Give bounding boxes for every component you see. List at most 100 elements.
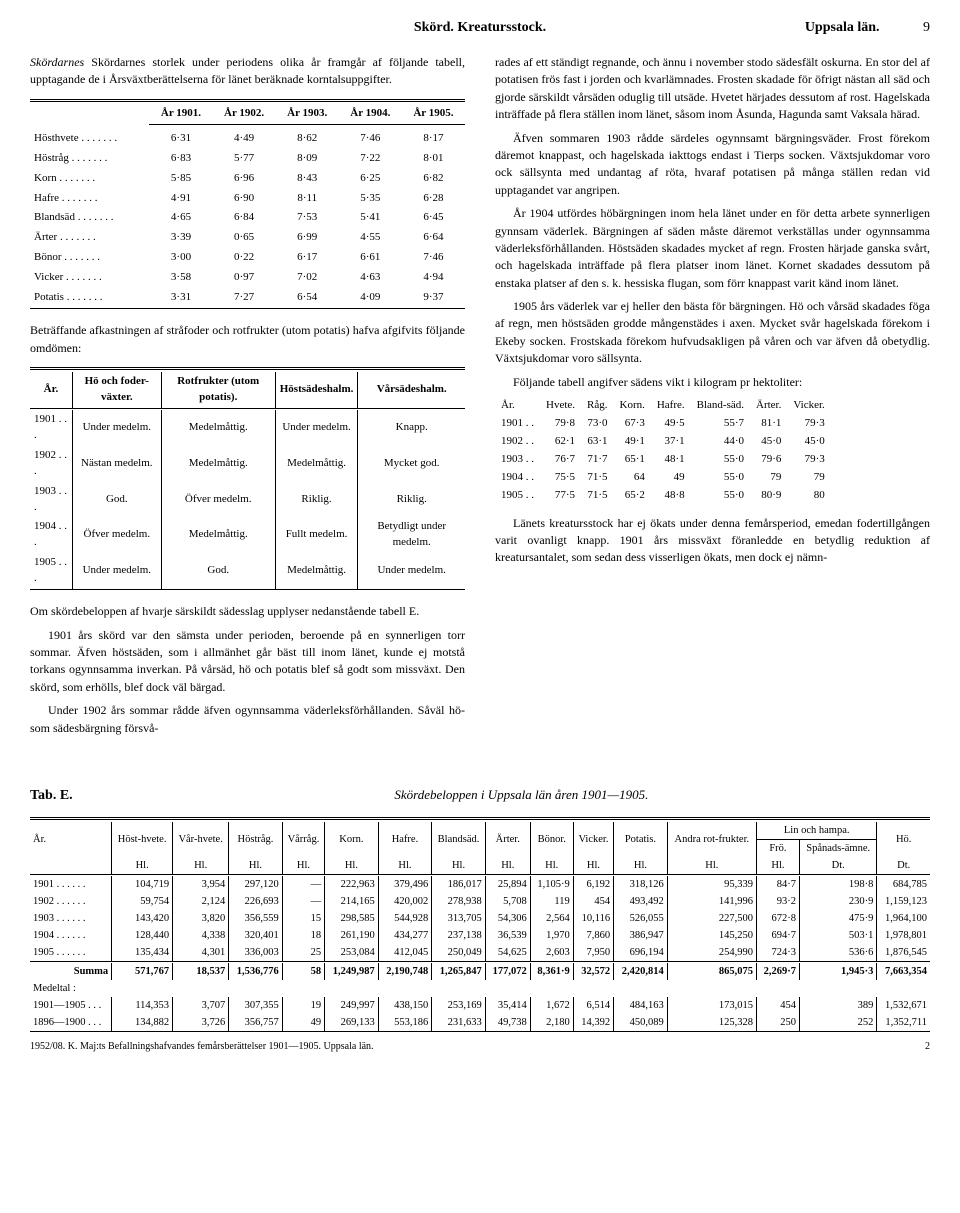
c13: Frö.: [756, 839, 799, 857]
table-cell: 4·91: [149, 189, 212, 209]
table-cell: 1,352,711: [877, 1014, 930, 1032]
table-cell: 10,116: [573, 910, 613, 927]
unit-cell: Hl.: [573, 857, 613, 875]
table-cell: 6·25: [339, 169, 402, 189]
table-cell: 1,672: [530, 997, 573, 1014]
table-cell: 307,355: [229, 997, 283, 1014]
right-column: rades af ett ständigt regnande, och ännu…: [495, 54, 930, 743]
table-cell: 386,947: [614, 927, 668, 944]
table-cell: 5,708: [485, 893, 530, 910]
table-row-label: Blandsäd . . . . . . .: [30, 208, 149, 228]
table-cell: 7·27: [213, 288, 276, 308]
p-r2: Äfven sommaren 1903 rådde särdeles ogynn…: [495, 130, 930, 200]
table-cell: 6·84: [213, 208, 276, 228]
table-cell: 7·02: [276, 268, 339, 288]
table-cell: 865,075: [667, 963, 756, 980]
c0: År.: [30, 822, 112, 857]
table-cell: 95,339: [667, 876, 756, 893]
table-row-label: 1901 . . . . . .: [30, 876, 112, 893]
h3: Höstsädeshalm.: [275, 372, 358, 408]
table-cell: 420,002: [378, 893, 432, 910]
table-cell: 379,496: [378, 876, 432, 893]
wh6: Ärter.: [750, 397, 787, 415]
table-cell: 6·99: [276, 228, 339, 248]
table-cell: 8·09: [276, 149, 339, 169]
table-cell: 8·43: [276, 169, 339, 189]
medeltal-label: Medeltal :: [30, 980, 930, 997]
table-cell: 0·65: [213, 228, 276, 248]
table-cell: 0·22: [213, 248, 276, 268]
table-cell: 356,757: [229, 1014, 283, 1032]
table-cell: 5·41: [339, 208, 402, 228]
table-cell: 48·8: [651, 487, 691, 505]
p-l2: Beträffande afkastningen af stråfoder oc…: [30, 322, 465, 357]
table-cell: 2,603: [530, 944, 573, 962]
table-cell: 125,328: [667, 1014, 756, 1032]
h4: Vårsädeshalm.: [358, 372, 465, 408]
table-cell: 434,277: [378, 927, 432, 944]
table-cell: 7·46: [402, 248, 465, 268]
table-cell: 3,707: [173, 997, 229, 1014]
unit-cell: Hl.: [530, 857, 573, 875]
table-cell: 694·7: [756, 927, 799, 944]
table-cell: 298,585: [325, 910, 379, 927]
table-cell: 254,990: [667, 944, 756, 962]
table-cell: Under medelm.: [275, 410, 358, 446]
table-cell: 71·7: [581, 451, 613, 469]
table-row-label: 1896—1900 . . .: [30, 1014, 112, 1032]
table-cell: 313,705: [432, 910, 486, 927]
table-cell: 62·1: [540, 433, 581, 451]
p-r4: 1905 års väderlek var ej heller den bäst…: [495, 298, 930, 368]
table-cell: 6·54: [276, 288, 339, 308]
table-cell: 2,180: [530, 1014, 573, 1032]
table-cell: 81·1: [750, 415, 787, 433]
yr1: År 1901.: [149, 104, 212, 124]
table-cell: 3·31: [149, 288, 212, 308]
table-cell: 1,876,545: [877, 944, 930, 962]
table-row-label: 1901 . .: [495, 415, 540, 433]
c1: Höst-hvete.: [112, 822, 173, 857]
table-row-label: Bönor . . . . . . .: [30, 248, 149, 268]
table-cell: Fullt medelm.: [275, 517, 358, 553]
table-cell: 49·5: [651, 415, 691, 433]
table-cell: God.: [72, 482, 161, 518]
footnote: 1952/08. K. Maj:ts Befallningshafvandes …: [30, 1041, 374, 1052]
table-cell: 1,970: [530, 927, 573, 944]
table-cell: 250,049: [432, 944, 486, 962]
table-cell: 79·6: [750, 451, 787, 469]
table-cell: 6,192: [573, 876, 613, 893]
wh3: Korn.: [614, 397, 651, 415]
table-cell: 672·8: [756, 910, 799, 927]
c2: Vår-hvete.: [173, 822, 229, 857]
table-cell: 7,860: [573, 927, 613, 944]
table-cell: 49: [282, 1014, 324, 1032]
table-cell: 77·5: [540, 487, 581, 505]
table-cell: 3,820: [173, 910, 229, 927]
wh1: Hvete.: [540, 397, 581, 415]
table-cell: Under medelm.: [72, 410, 161, 446]
table-cell: 1,159,123: [877, 893, 930, 910]
table-row-label: 1905 . . .: [30, 553, 72, 589]
table-cell: 18: [282, 927, 324, 944]
table-cell: 4·63: [339, 268, 402, 288]
c14: Spånads-ämne.: [799, 839, 876, 857]
table-cell: 45·0: [750, 433, 787, 451]
table-cell: Medelmåttig.: [275, 553, 358, 589]
table-row-label: Höstråg . . . . . . .: [30, 149, 149, 169]
table-cell: 198·8: [799, 876, 876, 893]
table-cell: 71·5: [581, 469, 613, 487]
table-cell: 145,250: [667, 927, 756, 944]
table-row-label: 1902 . . . . . .: [30, 893, 112, 910]
table-cell: —: [282, 893, 324, 910]
table-cell: 4·55: [339, 228, 402, 248]
unit-cell: Dt.: [799, 857, 876, 875]
wh0: År.: [495, 397, 540, 415]
table-cell: 6,514: [573, 997, 613, 1014]
table-cell: 4·65: [149, 208, 212, 228]
table-cell: —: [282, 876, 324, 893]
table-cell: 526,055: [614, 910, 668, 927]
table-cell: 63·1: [581, 433, 613, 451]
yr4: År 1904.: [339, 104, 402, 124]
table-cell: 544,928: [378, 910, 432, 927]
table-row-label: 1901 . . .: [30, 410, 72, 446]
